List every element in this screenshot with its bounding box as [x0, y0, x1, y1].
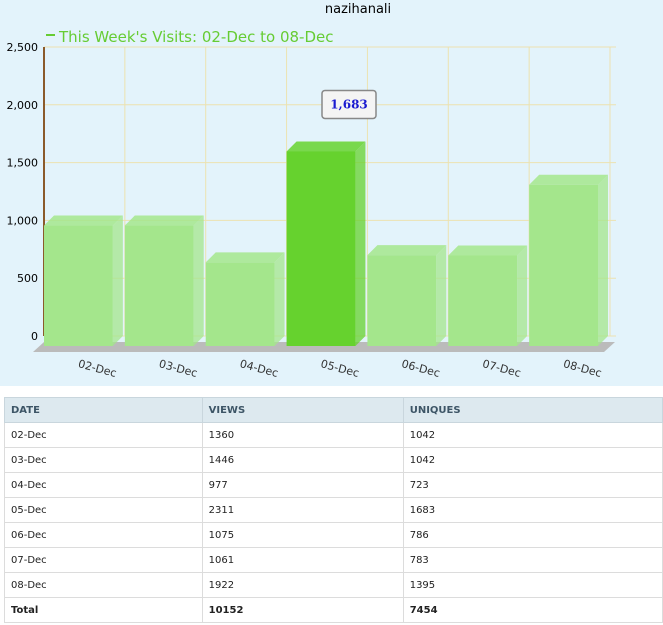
y-tick-label: 2,500 [7, 41, 39, 54]
y-tick-label: 1,000 [7, 214, 39, 227]
table-cell: 1061 [201, 547, 404, 573]
table-cell: 05-Dec [4, 497, 203, 523]
table-body: 02-Dec 1360 1042 03-Dec 1446 1042 04-Dec 977 723… [4, 422, 663, 623]
table-row: 06-Dec 1075 786 [4, 522, 663, 548]
bar-side [517, 245, 528, 346]
table-cell: 07-Dec [4, 547, 203, 573]
tooltip-label: 1,683 [330, 97, 368, 111]
bar-top [529, 174, 608, 185]
column-header: UNIQUES [402, 397, 663, 423]
chart-title: nazihanali [325, 2, 391, 17]
bar-side [598, 174, 608, 346]
y-tick-label: 1,500 [7, 157, 39, 170]
column-header: VIEWS [201, 397, 404, 423]
bar-side [112, 215, 123, 346]
table-cell: 02-Dec [4, 422, 203, 448]
y-tick-label: 0 [31, 330, 38, 343]
y-tick-label: 500 [17, 272, 38, 285]
bar-top [448, 245, 528, 256]
column-header: DATE [4, 397, 203, 423]
table-cell: 1395 [402, 572, 663, 598]
table-cell: 1042 [402, 422, 663, 448]
y-tick-label: 2,000 [7, 99, 39, 112]
table-row: 03-Dec 1446 1042 [4, 447, 663, 473]
table-cell: 1922 [201, 572, 404, 598]
bar-top [367, 245, 447, 256]
header-row: DATE VIEWS UNIQUES [4, 397, 663, 423]
bar-side [355, 141, 366, 346]
bar-top [44, 215, 123, 226]
bar-side [436, 245, 447, 346]
table-cell: 04-Dec [4, 472, 203, 498]
bar-side [193, 215, 204, 346]
bar-top [124, 215, 204, 226]
table-row: 07-Dec 1061 783 [4, 547, 663, 573]
bar-top [286, 141, 366, 152]
table-cell: 10152 [201, 597, 404, 623]
table-cell: 7454 [402, 597, 663, 623]
table-cell: 2311 [201, 497, 404, 523]
data-table: DATE VIEWS UNIQUES 02-Dec 1360 1042 03-Dec 1446… [4, 397, 663, 623]
table-cell: 1360 [201, 422, 404, 448]
table-cell: 977 [201, 472, 404, 498]
bar [205, 262, 275, 346]
legend-label: This Week's Visits: 02-Dec to 08-Dec [58, 28, 333, 46]
table-cell: 08-Dec [4, 572, 203, 598]
table-row: 04-Dec 977 723 [4, 472, 663, 498]
table-cell: 786 [402, 522, 663, 548]
table-row: Total 10152 7454 [4, 597, 663, 623]
table-cell: 723 [402, 472, 663, 498]
table-cell: 03-Dec [4, 447, 203, 473]
table-cell: 1683 [402, 497, 663, 523]
bar [448, 255, 518, 346]
table-row: 05-Dec 2311 1683 [4, 497, 663, 523]
tooltip-box [321, 89, 377, 120]
table-row: 02-Dec 1360 1042 [4, 422, 663, 448]
table-cell: Total [4, 597, 203, 623]
table-cell: 06-Dec [4, 522, 203, 548]
chart: nazihanali This Week's Visits: 02-Dec to… [0, 0, 663, 386]
bar [367, 255, 437, 346]
bar [286, 151, 356, 346]
table-row: 08-Dec 1922 1395 [4, 572, 663, 598]
bar [529, 184, 598, 346]
table-cell: 1446 [201, 447, 404, 473]
table-cell: 1075 [201, 522, 404, 548]
bar [124, 225, 194, 346]
table-cell: 1042 [402, 447, 663, 473]
bar-side [274, 252, 285, 346]
table-cell: 783 [402, 547, 663, 573]
bar [44, 225, 113, 346]
bar-top [205, 252, 285, 263]
